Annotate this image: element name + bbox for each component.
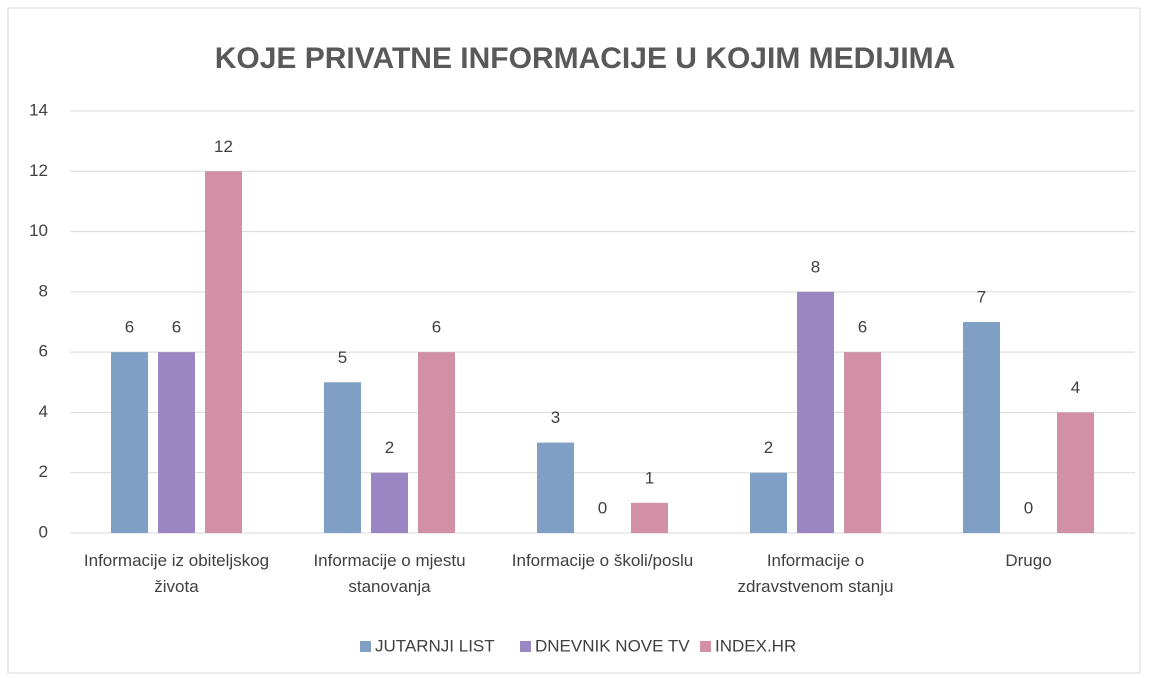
chart-title: KOJE PRIVATNE INFORMACIJE U KOJIM MEDIJI…	[215, 42, 956, 75]
y-tick-label: 14	[29, 100, 48, 119]
data-label: 8	[811, 257, 820, 276]
data-label: 2	[764, 438, 773, 457]
data-label: 1	[645, 468, 654, 487]
y-tick-label: 12	[29, 161, 48, 180]
x-tick-label: Drugo	[1005, 551, 1052, 570]
data-label: 0	[598, 498, 607, 517]
y-tick-label: 10	[29, 221, 48, 240]
data-label: 5	[338, 348, 347, 367]
legend-swatch	[520, 641, 531, 652]
legend-label: DNEVNIK NOVE TV	[535, 636, 690, 655]
data-label: 6	[432, 318, 441, 337]
y-tick-label: 6	[39, 342, 48, 361]
data-label: 0	[1024, 498, 1033, 517]
data-label: 6	[125, 318, 134, 337]
bar	[537, 442, 574, 533]
legend-swatch	[700, 641, 711, 652]
bar	[418, 352, 455, 533]
bar	[371, 472, 408, 533]
bar	[750, 472, 787, 533]
y-tick-label: 0	[39, 522, 48, 541]
y-tick-label: 4	[39, 402, 48, 421]
data-label: 12	[214, 137, 233, 156]
bar	[1057, 412, 1094, 533]
data-label: 7	[977, 287, 986, 306]
bar	[844, 352, 881, 533]
bar	[631, 502, 668, 533]
bar	[963, 322, 1000, 533]
legend-label: INDEX.HR	[715, 636, 796, 655]
data-label: 6	[172, 318, 181, 337]
chart-border	[7, 7, 1141, 674]
bar	[158, 352, 195, 533]
data-label: 2	[385, 438, 394, 457]
y-tick-label: 8	[39, 281, 48, 300]
bar	[205, 171, 242, 534]
bar	[797, 291, 834, 533]
y-tick-label: 2	[39, 462, 48, 481]
x-tick-label: Informacije o školi/poslu	[511, 551, 694, 570]
data-label: 6	[858, 318, 867, 337]
x-tick-label: Informacije o zdravstvenom stanju	[737, 551, 894, 596]
legend-label: JUTARNJI LIST	[375, 636, 495, 655]
legend-swatch	[360, 641, 371, 652]
data-label: 4	[1071, 378, 1080, 397]
bar	[111, 352, 148, 533]
x-tick-label: Informacije o mjestu stanovanja	[313, 551, 466, 596]
x-tick-label: Informacije iz obiteljskog života	[83, 551, 270, 596]
data-label: 3	[551, 408, 560, 427]
bar	[324, 382, 361, 533]
